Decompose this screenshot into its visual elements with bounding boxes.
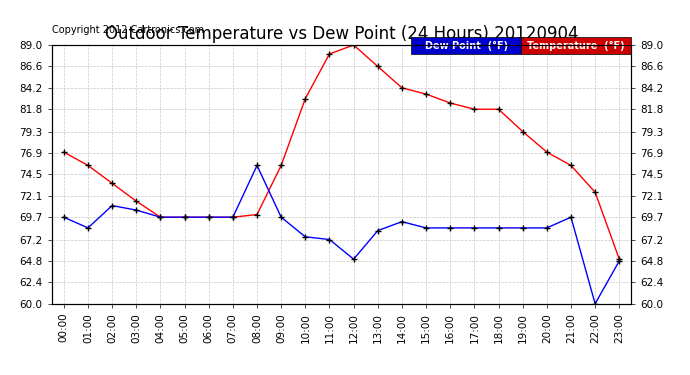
Title: Outdoor Temperature vs Dew Point (24 Hours) 20120904: Outdoor Temperature vs Dew Point (24 Hou… xyxy=(105,26,578,44)
Text: Copyright 2012 Cartronics.com: Copyright 2012 Cartronics.com xyxy=(52,25,204,34)
Text: Temperature  (°F): Temperature (°F) xyxy=(527,40,625,51)
FancyBboxPatch shape xyxy=(411,37,521,54)
Text: Dew Point  (°F): Dew Point (°F) xyxy=(424,40,508,51)
FancyBboxPatch shape xyxy=(521,37,631,54)
